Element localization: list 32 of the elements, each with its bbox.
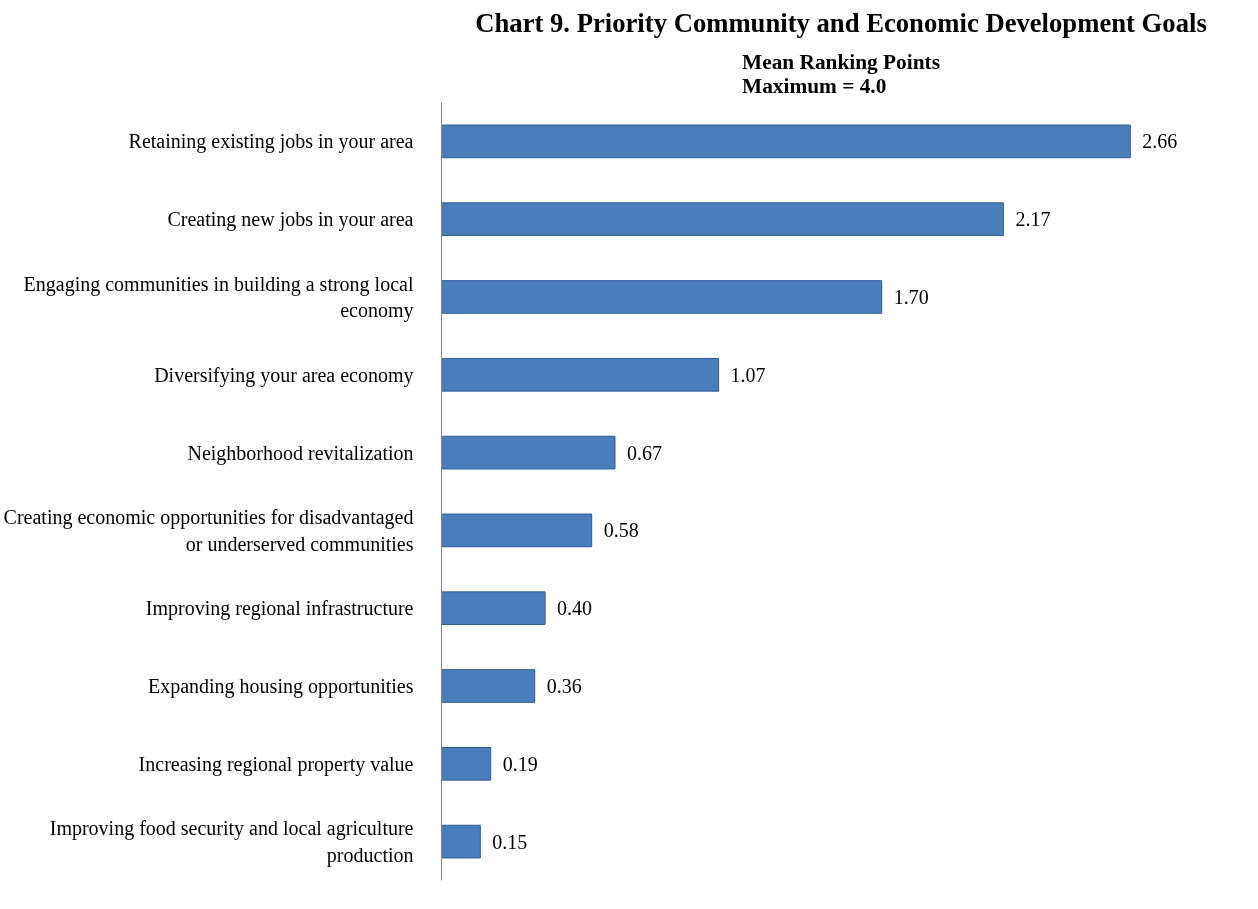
data-label: 0.40	[557, 597, 593, 620]
y-tick-label: Expanding housing opportunities	[147, 675, 414, 698]
bar	[441, 746, 492, 781]
data-label: 0.36	[546, 675, 582, 697]
data-label: 0.19	[502, 752, 538, 775]
data-label: 2.66	[1142, 130, 1178, 153]
y-tick-label: Improving regional infrastructure	[145, 597, 414, 621]
bar	[441, 357, 720, 392]
y-tick-label: Improving food security and local agriculture production	[49, 817, 414, 867]
data-label: 2.17	[1015, 208, 1051, 231]
data-label: 1.07	[730, 363, 766, 386]
bar	[441, 124, 1131, 159]
bar	[441, 202, 1004, 237]
bar	[441, 824, 481, 859]
data-label: 0.15	[492, 830, 528, 853]
y-tick-label: Increasing regional property value	[138, 752, 414, 776]
bar	[441, 669, 536, 703]
chart-subtitle: Mean Ranking Points Maximum = 4.0	[742, 49, 940, 98]
data-label: 1.70	[893, 286, 929, 308]
y-tick-label: Creating new jobs in your area	[167, 208, 414, 232]
y-tick-label: Diversifying your area economy	[154, 363, 414, 387]
bar	[441, 435, 616, 470]
bar	[441, 591, 546, 626]
y-tick-label: Creating economic opportunities for disadvantaged or underserved communities	[3, 506, 414, 555]
y-tick-label: Engaging communities in building a strong local economy	[23, 272, 414, 323]
y-tick-label: Retaining existing jobs in your area	[128, 130, 414, 154]
chart-title: Chart 9. Priority Community and Economic Development Goals	[475, 7, 1207, 38]
bar	[441, 280, 883, 314]
data-label: 0.58	[603, 519, 639, 542]
y-tick-label: Neighborhood revitalization	[187, 441, 414, 465]
data-label: 0.67	[626, 441, 662, 464]
bar	[441, 513, 593, 548]
